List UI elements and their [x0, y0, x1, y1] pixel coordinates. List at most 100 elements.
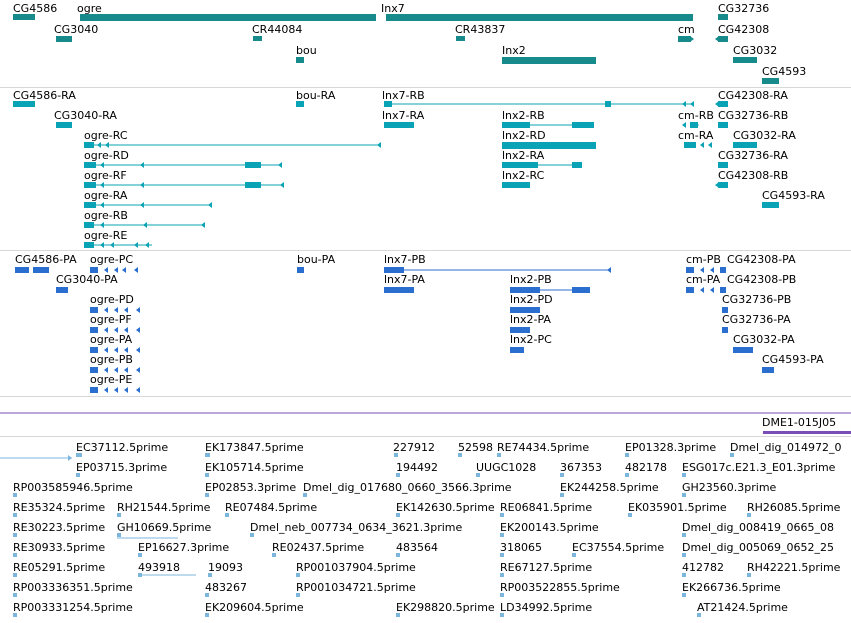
est-track-feature[interactable]	[572, 553, 576, 557]
est-track-label[interactable]: EK209604.5prime	[205, 601, 304, 614]
protein-track-label[interactable]: ogre-PA	[90, 333, 133, 346]
exon-block[interactable]	[682, 573, 686, 577]
exon-block[interactable]	[502, 142, 596, 149]
est-track-label[interactable]: Dmel_dig_008419_0665_08	[682, 521, 835, 534]
transcript-track-feature[interactable]	[84, 182, 284, 188]
exon-block[interactable]	[386, 14, 693, 21]
transcript-track-label[interactable]: ogre-RE	[84, 229, 128, 242]
protein-track-feature[interactable]	[384, 287, 414, 293]
exon-block[interactable]	[762, 367, 774, 373]
gene-track-label[interactable]: CG42308	[718, 23, 770, 36]
exon-block[interactable]	[13, 593, 17, 597]
gene-track-label[interactable]: CR43837	[455, 23, 506, 36]
est-track-label[interactable]: 493918	[138, 561, 180, 574]
protein-track-feature[interactable]	[510, 287, 590, 293]
exon-block[interactable]	[682, 493, 686, 497]
est-track-label[interactable]: 318065	[500, 541, 542, 554]
transcript-track-label[interactable]: bou-RA	[296, 89, 336, 102]
exon-block[interactable]	[84, 242, 94, 248]
est-track-feature[interactable]	[500, 553, 504, 557]
protein-track-label[interactable]: lnx2-PC	[510, 333, 552, 346]
est-track-feature[interactable]	[396, 553, 400, 557]
transcript-track-label[interactable]: ogre-RA	[84, 189, 128, 202]
est-track-label[interactable]: EK298820.5prime	[396, 601, 495, 614]
exon-block[interactable]	[384, 267, 404, 273]
est-track-feature[interactable]	[628, 513, 632, 517]
est-track-feature[interactable]	[296, 573, 300, 577]
protein-track-label[interactable]: CG32736-PB	[722, 293, 792, 306]
transcript-track-feature[interactable]	[56, 122, 72, 128]
exon-block[interactable]	[76, 453, 82, 457]
exon-block[interactable]	[245, 182, 261, 188]
est-track-label[interactable]: EP01328.3prime	[625, 441, 717, 454]
exon-block[interactable]	[394, 453, 398, 457]
est-track-label[interactable]: EK173847.5prime	[205, 441, 304, 454]
est-track-feature[interactable]	[296, 593, 300, 597]
est-track-feature[interactable]	[560, 493, 564, 497]
est-track-feature[interactable]	[396, 613, 400, 617]
est-track-label[interactable]: RE06841.5prime	[500, 501, 593, 514]
protein-track-label[interactable]: bou-PA	[297, 253, 336, 266]
est-track-label[interactable]: Dmel_neb_007734_0634_3621.3prime	[250, 521, 463, 534]
est-track-label[interactable]: 52598	[458, 441, 493, 454]
exon-block[interactable]	[138, 553, 142, 557]
protein-track-feature[interactable]	[762, 367, 774, 373]
est-track-label[interactable]: RE05291.5prime	[13, 561, 106, 574]
exon-block[interactable]	[296, 593, 300, 597]
exon-block[interactable]	[500, 553, 504, 557]
est-track-label[interactable]: RP003522855.5prime	[500, 581, 620, 594]
exon-block[interactable]	[205, 593, 209, 597]
gene-track-feature[interactable]	[13, 14, 35, 20]
protein-track-label[interactable]: lnx2-PA	[510, 313, 551, 326]
exon-block[interactable]	[384, 287, 414, 293]
protein-track-feature[interactable]	[733, 347, 753, 353]
exon-block[interactable]	[747, 573, 751, 577]
transcript-track-label[interactable]: lnx7-RB	[382, 89, 425, 102]
protein-track-feature[interactable]	[90, 387, 140, 393]
est-track-feature[interactable]	[13, 593, 17, 597]
exon-block[interactable]	[763, 431, 851, 434]
exon-block[interactable]	[456, 36, 465, 41]
est-track-feature[interactable]	[747, 573, 751, 577]
gene-track-feature[interactable]	[253, 36, 262, 41]
protein-track-label[interactable]: lnx2-PD	[510, 293, 553, 306]
est-track-label[interactable]: Dmel_dig_005069_0652_25	[682, 541, 835, 554]
gene-track-label[interactable]: cm	[678, 23, 695, 36]
est-track-label[interactable]: ESG017c.E21.3_E01.3prime	[682, 461, 836, 474]
exon-block[interactable]	[510, 287, 540, 293]
exon-block[interactable]	[628, 513, 632, 517]
exon-block[interactable]	[682, 553, 686, 557]
transcript-track-feature[interactable]	[84, 142, 381, 148]
exon-block[interactable]	[13, 513, 17, 517]
exon-block[interactable]	[250, 533, 254, 537]
est-track-label[interactable]: GH23560.3prime	[682, 481, 777, 494]
exon-block[interactable]	[500, 593, 504, 597]
exon-block[interactable]	[245, 162, 261, 168]
exon-block[interactable]	[15, 267, 29, 273]
transcript-track-feature[interactable]	[296, 101, 304, 107]
protein-track-feature[interactable]	[720, 287, 726, 293]
gene-track-feature[interactable]	[678, 36, 694, 42]
transcript-track-label[interactable]: lnx2-RA	[502, 149, 545, 162]
exon-block[interactable]	[476, 473, 480, 477]
est-track-feature[interactable]	[497, 453, 501, 457]
exon-block[interactable]	[762, 202, 779, 208]
est-track-label[interactable]: RH21544.5prime	[117, 501, 211, 514]
transcript-track-label[interactable]: CG3032-RA	[733, 129, 796, 142]
exon-block[interactable]	[90, 367, 98, 373]
est-track-label[interactable]: 412782	[682, 561, 724, 574]
exon-block[interactable]	[733, 142, 757, 148]
est-track-label[interactable]: 367353	[560, 461, 602, 474]
est-track-feature[interactable]	[303, 493, 307, 497]
est-track-feature[interactable]	[500, 513, 504, 517]
gene-track-feature[interactable]	[386, 14, 693, 21]
gene-track-feature[interactable]	[56, 36, 72, 42]
exon-block[interactable]	[500, 513, 504, 517]
protein-track-label[interactable]: lnx7-PB	[384, 253, 426, 266]
est-track-feature[interactable]	[560, 473, 564, 477]
exon-block[interactable]	[205, 453, 210, 457]
est-track-label[interactable]: 194492	[396, 461, 438, 474]
exon-block[interactable]	[84, 162, 96, 168]
exon-block[interactable]	[625, 453, 629, 457]
protein-track-feature[interactable]	[510, 307, 540, 313]
